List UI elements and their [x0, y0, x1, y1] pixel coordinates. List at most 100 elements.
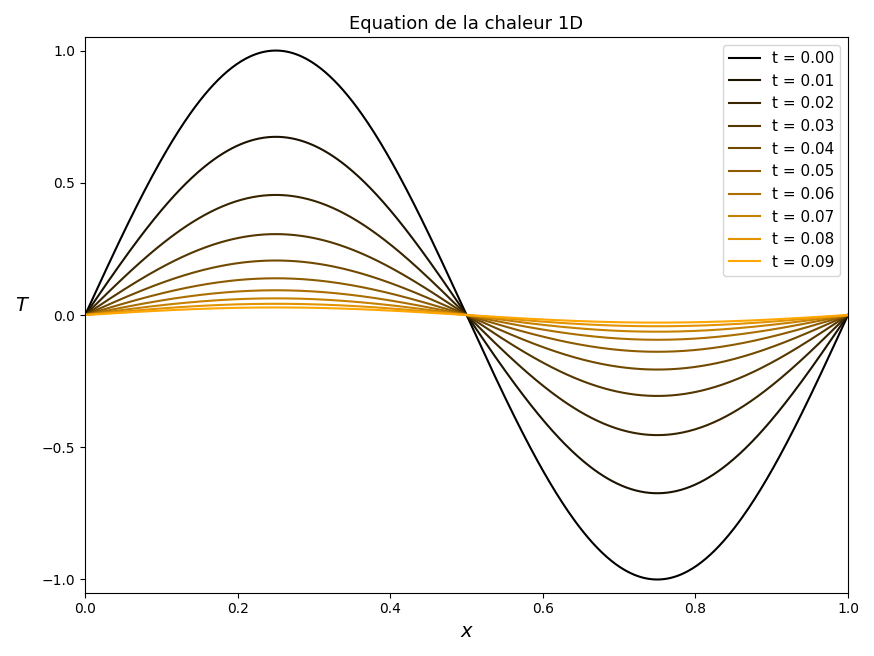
t = 0.04	[536, 342, 546, 350]
t = 0.06	[271, 286, 281, 294]
t = 0.01	[652, 489, 662, 497]
t = 0.02	[444, 294, 454, 302]
t = 0.03	[271, 230, 281, 238]
t = 0.09	[828, 312, 838, 320]
t = 0.00	[843, 311, 853, 319]
t = 0.00	[652, 575, 662, 583]
t = 0.07	[652, 328, 662, 336]
t = 0.07	[708, 326, 718, 334]
t = 0.09	[843, 311, 853, 319]
t = 0.04	[494, 325, 504, 333]
t = 0.02	[448, 298, 459, 306]
t = 0.05	[708, 344, 718, 352]
t = 0.00	[708, 548, 718, 556]
Line: t = 0.00: t = 0.00	[85, 51, 848, 579]
Y-axis label: T: T	[15, 296, 27, 315]
t = 0.07	[444, 309, 454, 317]
t = 0.03	[494, 333, 504, 340]
t = 0.05	[444, 306, 454, 314]
t = 0.04	[444, 303, 454, 311]
t = 0.01	[494, 359, 504, 367]
t = 0.00	[448, 283, 459, 291]
t = 0.05	[828, 316, 838, 323]
t = 0.05	[494, 321, 504, 329]
t = 0.04	[448, 305, 459, 313]
t = 0.08	[536, 318, 546, 325]
t = 0.05	[271, 274, 281, 282]
t = 0.09	[80, 311, 90, 319]
t = 0.09	[444, 310, 454, 318]
t = 0.01	[80, 311, 90, 319]
Line: t = 0.09: t = 0.09	[85, 308, 848, 323]
Line: t = 0.06: t = 0.06	[85, 290, 848, 340]
t = 0.05	[80, 311, 90, 319]
t = 0.04	[80, 311, 90, 319]
t = 0.05	[448, 307, 459, 315]
t = 0.08	[708, 321, 718, 329]
t = 0.09	[271, 304, 281, 312]
t = 0.05	[652, 348, 662, 356]
Line: t = 0.07: t = 0.07	[85, 298, 848, 332]
t = 0.08	[494, 314, 504, 322]
t = 0.01	[828, 333, 838, 341]
Line: t = 0.05: t = 0.05	[85, 278, 848, 352]
Line: t = 0.02: t = 0.02	[85, 195, 848, 435]
t = 0.04	[843, 311, 853, 319]
t = 0.01	[536, 413, 546, 421]
t = 0.01	[444, 285, 454, 293]
t = 0.07	[80, 311, 90, 319]
t = 0.07	[828, 313, 838, 321]
t = 0.02	[652, 431, 662, 439]
X-axis label: x: x	[461, 622, 472, 641]
t = 0.00	[80, 311, 90, 319]
t = 0.08	[828, 312, 838, 320]
t = 0.07	[843, 311, 853, 319]
t = 0.06	[444, 308, 454, 316]
t = 0.08	[444, 310, 454, 318]
t = 0.02	[271, 191, 281, 199]
t = 0.06	[494, 318, 504, 325]
t = 0.00	[444, 273, 454, 281]
t = 0.00	[828, 344, 838, 352]
t = 0.00	[271, 47, 281, 54]
t = 0.07	[271, 295, 281, 302]
t = 0.08	[271, 300, 281, 308]
Line: t = 0.04: t = 0.04	[85, 260, 848, 369]
t = 0.06	[652, 336, 662, 344]
t = 0.03	[708, 384, 718, 392]
t = 0.07	[448, 310, 459, 318]
t = 0.04	[708, 360, 718, 368]
t = 0.08	[448, 310, 459, 318]
t = 0.02	[843, 311, 853, 319]
Line: t = 0.03: t = 0.03	[85, 234, 848, 396]
t = 0.09	[494, 313, 504, 321]
t = 0.09	[536, 316, 546, 323]
t = 0.03	[444, 299, 454, 307]
t = 0.02	[708, 419, 718, 426]
t = 0.02	[828, 326, 838, 334]
t = 0.02	[494, 343, 504, 351]
t = 0.05	[843, 311, 853, 319]
t = 0.03	[448, 302, 459, 310]
t = 0.00	[494, 382, 504, 390]
Legend: t = 0.00, t = 0.01, t = 0.02, t = 0.03, t = 0.04, t = 0.05, t = 0.06, t = 0.07, : t = 0.00, t = 0.01, t = 0.02, t = 0.03, …	[723, 45, 841, 276]
t = 0.00	[536, 462, 546, 470]
t = 0.09	[708, 318, 718, 326]
t = 0.06	[448, 308, 459, 316]
t = 0.03	[80, 311, 90, 319]
Line: t = 0.01: t = 0.01	[85, 137, 848, 493]
t = 0.04	[828, 318, 838, 326]
t = 0.03	[652, 392, 662, 400]
Title: Equation de la chaleur 1D: Equation de la chaleur 1D	[350, 15, 584, 33]
t = 0.06	[536, 325, 546, 333]
t = 0.07	[494, 316, 504, 323]
t = 0.06	[843, 311, 853, 319]
t = 0.05	[536, 332, 546, 340]
t = 0.04	[271, 256, 281, 264]
t = 0.03	[843, 311, 853, 319]
t = 0.09	[652, 319, 662, 327]
t = 0.02	[80, 311, 90, 319]
t = 0.08	[80, 311, 90, 319]
t = 0.02	[536, 380, 546, 388]
t = 0.06	[708, 333, 718, 341]
